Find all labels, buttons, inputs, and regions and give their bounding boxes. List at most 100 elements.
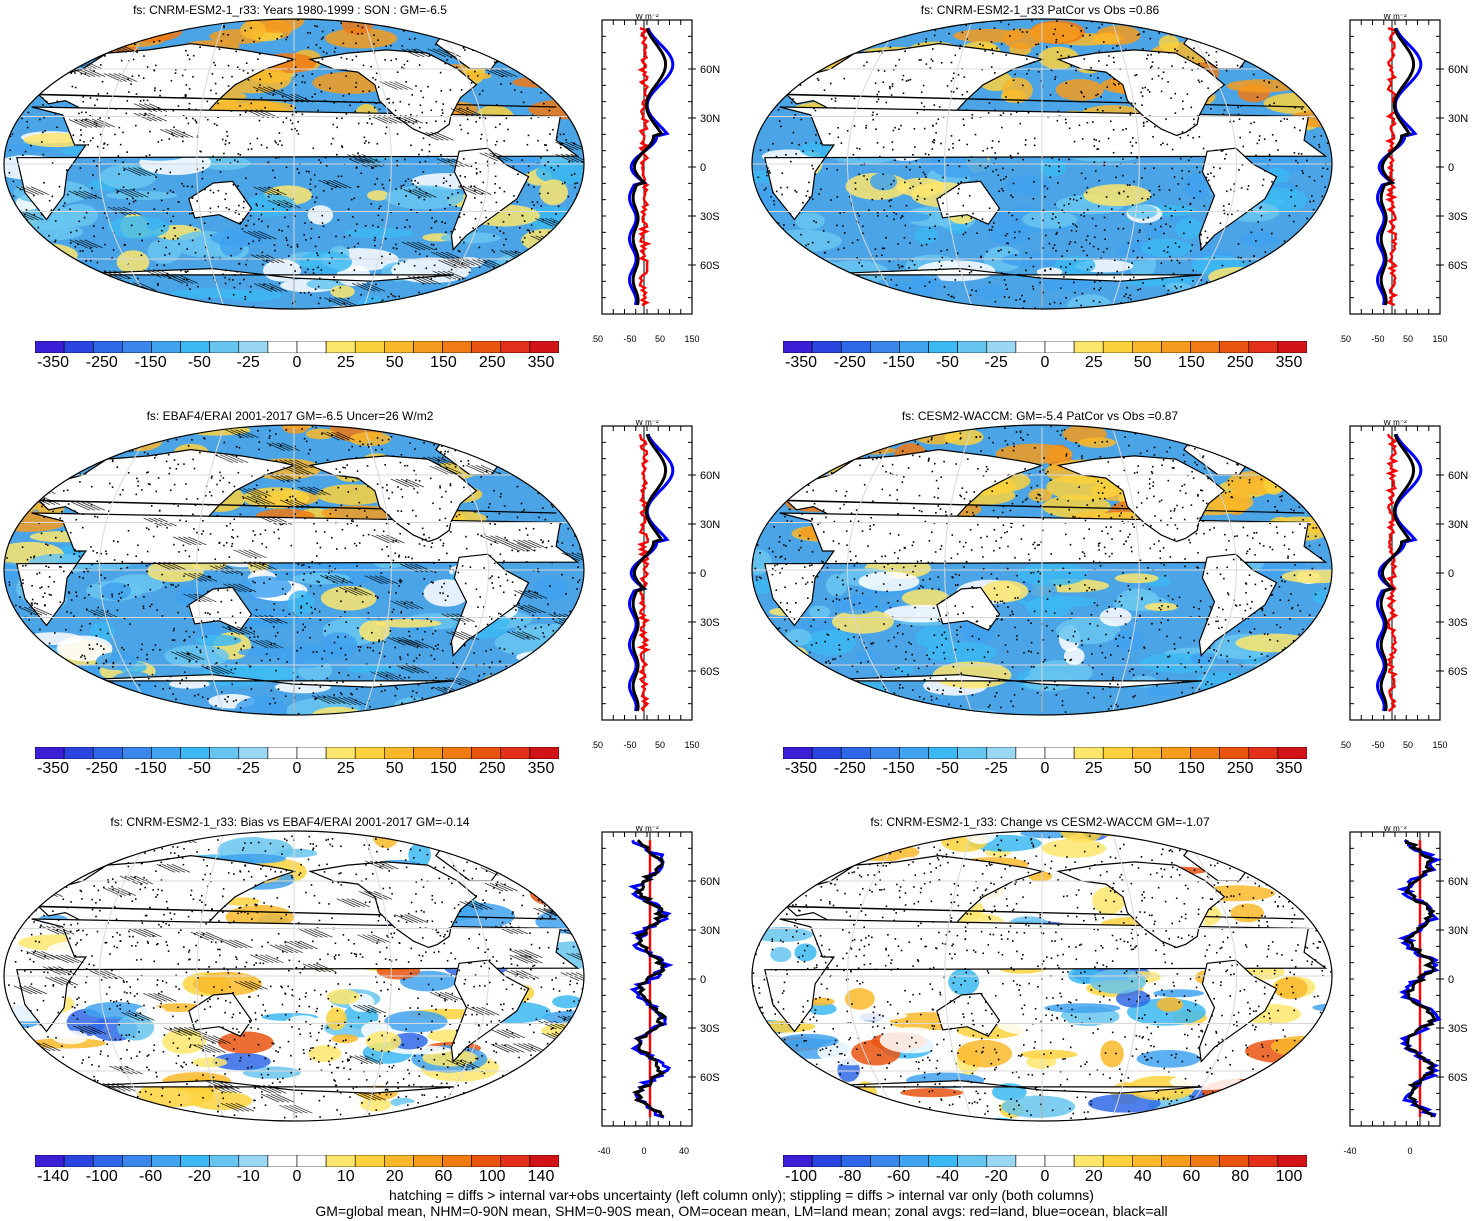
zonal-x-tick-label: -40 bbox=[597, 1146, 610, 1156]
zonal-lat-label: 60S bbox=[700, 1072, 720, 1084]
colorbar-swatch bbox=[209, 746, 240, 760]
colorbar-swatch bbox=[34, 1154, 65, 1168]
field-patch bbox=[408, 842, 431, 868]
field-patch bbox=[974, 285, 1006, 300]
colorbar-swatch bbox=[151, 1154, 181, 1168]
colorbar-swatch bbox=[1161, 1154, 1191, 1168]
field-patch bbox=[116, 1014, 155, 1041]
field-patch bbox=[52, 1030, 89, 1045]
field-patch bbox=[1092, 33, 1121, 45]
colorbar-swatch bbox=[209, 1154, 240, 1168]
colorbar-label: -150 bbox=[882, 760, 915, 777]
field-patch bbox=[752, 240, 795, 269]
colorbar-swatch bbox=[1102, 746, 1133, 760]
colorbar-swatch bbox=[180, 746, 210, 760]
colorbar-label: 0 bbox=[292, 760, 302, 777]
field-patch bbox=[22, 674, 67, 703]
map-border bbox=[751, 424, 1333, 716]
field-patch bbox=[218, 1031, 274, 1054]
continent-namerica bbox=[1056, 455, 1226, 543]
field-patch bbox=[1190, 652, 1218, 665]
colorbar-swatch bbox=[1248, 1154, 1279, 1168]
field-patch bbox=[1114, 573, 1159, 584]
field-patch bbox=[840, 1011, 908, 1021]
colorbar-label: -50 bbox=[935, 760, 959, 777]
colorbar: -350 -250 -150 -50 -25 0 25 50 150 250 350 bbox=[782, 340, 1308, 371]
colorbar-label: -10 bbox=[236, 1168, 260, 1185]
field-patch bbox=[107, 216, 170, 239]
field-patch bbox=[346, 664, 399, 674]
field-patch bbox=[1087, 1094, 1161, 1113]
field-patch bbox=[557, 705, 584, 715]
field-patch bbox=[222, 289, 283, 302]
colorbar-label: 250 bbox=[478, 760, 506, 777]
field-patch bbox=[95, 652, 138, 671]
colorbar-swatch bbox=[238, 340, 269, 354]
field-patch bbox=[1194, 300, 1240, 309]
colorbar-swatch bbox=[1132, 1154, 1162, 1168]
field-patch bbox=[1208, 266, 1268, 288]
colorbar-swatch bbox=[1190, 340, 1220, 354]
colorbar-swatch bbox=[92, 1154, 123, 1168]
field-patch bbox=[956, 1039, 1013, 1068]
field-patch bbox=[105, 191, 178, 200]
zonal-curve-all bbox=[1379, 433, 1416, 712]
field-patch bbox=[995, 443, 1073, 464]
field-patch bbox=[219, 233, 245, 257]
field-patch bbox=[818, 289, 842, 305]
field-patch bbox=[1083, 184, 1152, 207]
field-patch bbox=[1236, 1091, 1284, 1106]
zonal-lat-label: 60S bbox=[700, 260, 720, 272]
field-patch bbox=[521, 228, 584, 253]
zonal-lat-label: 0 bbox=[1448, 974, 1454, 986]
field-patch bbox=[307, 205, 334, 225]
field-patch bbox=[470, 1111, 512, 1121]
colorbar-swatch bbox=[180, 1154, 210, 1168]
field-patch bbox=[393, 697, 432, 715]
field-patch bbox=[1136, 1049, 1201, 1068]
zonal-curve-ocean bbox=[1375, 433, 1423, 712]
colorbar-label: 100 bbox=[478, 1168, 506, 1185]
colorbar-label: -100 bbox=[784, 1168, 818, 1185]
zonal-lat-label: 30S bbox=[1448, 211, 1468, 223]
field-patch bbox=[752, 927, 813, 943]
zonal-x-tick-label: 40 bbox=[679, 1146, 689, 1156]
map-border bbox=[751, 830, 1333, 1122]
colorbar-label: -100 bbox=[85, 1168, 118, 1185]
continent-samerica bbox=[1198, 959, 1278, 1063]
field-patch bbox=[1263, 473, 1285, 495]
zonal-lat-label: 60N bbox=[700, 876, 720, 888]
colorbar-label: -60 bbox=[139, 1168, 163, 1185]
zonal-curve-land bbox=[636, 433, 651, 712]
colorbar-label: 80 bbox=[1231, 1168, 1250, 1185]
colorbar-label: 50 bbox=[385, 354, 404, 371]
colorbar-swatch bbox=[296, 1154, 327, 1168]
field-patch bbox=[1239, 269, 1275, 289]
colorbar-label: -140 bbox=[36, 1168, 70, 1185]
zonal-x-tick-label: -50 bbox=[1371, 740, 1384, 750]
colorbar-swatch bbox=[899, 1154, 929, 1168]
colorbar-swatch bbox=[1190, 746, 1220, 760]
field-patch bbox=[752, 579, 776, 595]
zonal-units: W m⁻² bbox=[1383, 826, 1407, 833]
colorbar-swatch bbox=[238, 1154, 269, 1168]
colorbar-swatch bbox=[471, 746, 502, 760]
field-patch bbox=[365, 847, 388, 865]
zonal-lat-label: 30S bbox=[700, 211, 720, 223]
colorbar-label: -150 bbox=[882, 354, 915, 371]
colorbar-swatch bbox=[471, 1154, 502, 1168]
field-patch bbox=[755, 41, 812, 65]
colorbar-swatch bbox=[957, 1154, 988, 1168]
world-map bbox=[2, 423, 586, 722]
field-patch bbox=[242, 1066, 301, 1079]
zonal-lat-label: 60N bbox=[1448, 64, 1468, 76]
field-patch bbox=[109, 671, 157, 696]
field-patch bbox=[316, 484, 390, 505]
field-patch bbox=[768, 253, 826, 276]
field-patch bbox=[1296, 441, 1321, 451]
field-patch bbox=[455, 19, 490, 26]
zonal-curve-all bbox=[631, 27, 668, 306]
field-patch bbox=[1156, 997, 1184, 1012]
field-patch bbox=[1184, 173, 1213, 200]
field-patch bbox=[1029, 22, 1081, 44]
